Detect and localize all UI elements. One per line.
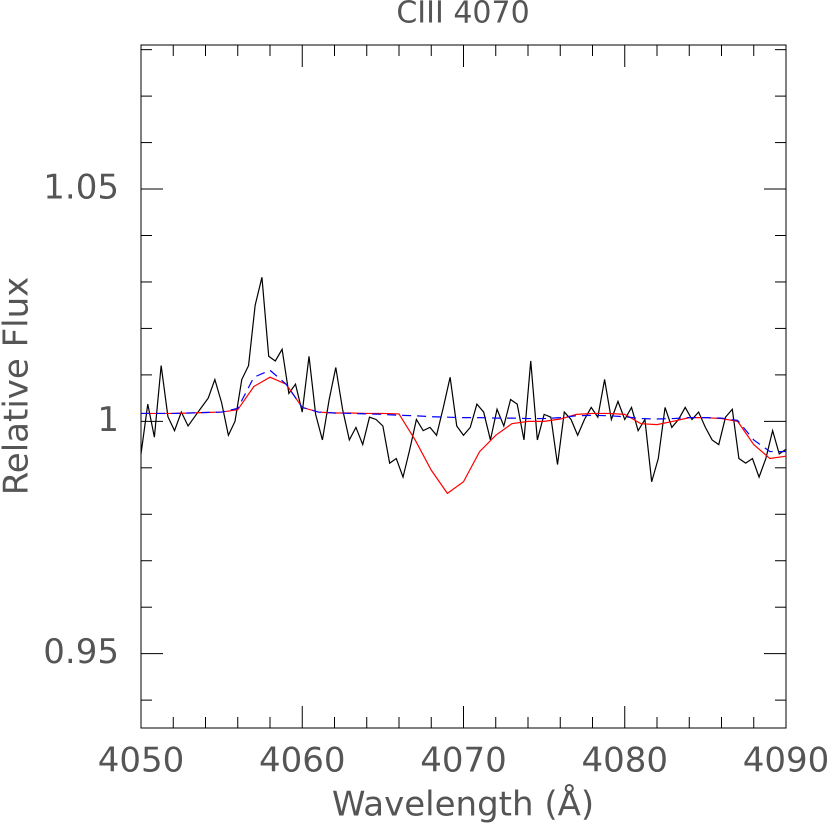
data-line <box>141 369 786 453</box>
x-tick-label: 4080 <box>581 741 668 781</box>
y-tick-label: 1 <box>97 400 119 440</box>
x-tick-label: 4060 <box>259 741 346 781</box>
y-tick-label: 1.05 <box>43 168 119 208</box>
x-axis-label: Wavelength (Å) <box>332 784 594 825</box>
x-tick-label: 4050 <box>98 741 185 781</box>
y-axis-label: Relative Flux <box>0 277 37 496</box>
data-line <box>141 376 787 495</box>
data-line <box>140 277 787 482</box>
x-tick-label: 4070 <box>420 741 507 781</box>
x-tick-label: 4090 <box>743 741 830 781</box>
plot-frame <box>140 44 787 729</box>
y-tick-label: 0.95 <box>43 632 119 672</box>
chart-title: CIII 4070 <box>396 0 529 31</box>
